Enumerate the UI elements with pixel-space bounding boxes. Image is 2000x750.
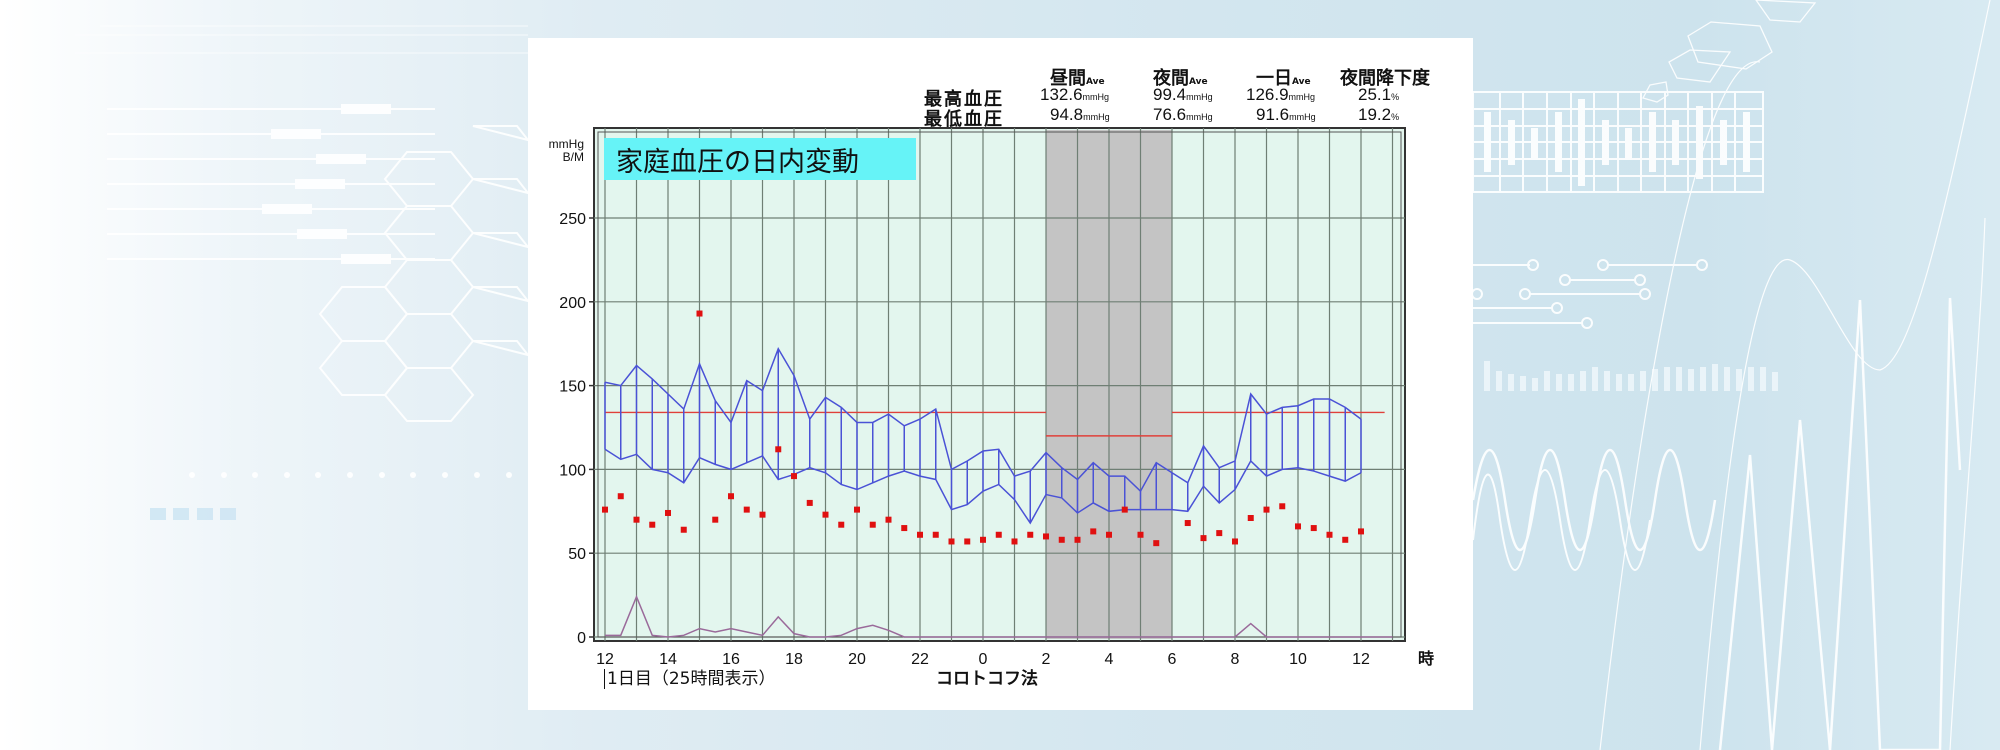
pulse-point [743,506,750,513]
pulse-point [995,531,1002,538]
diastolic-night-dip: 19.2% [1358,105,1400,124]
diastolic-night-avg: 76.6mmHg [1153,105,1213,124]
row-label-systolic: 最高血圧 [924,89,1004,110]
pulse-point [1027,531,1034,538]
pulse-point [1200,535,1207,542]
pulse-point [1137,531,1144,538]
header-fullday: 一日Ave [1256,68,1311,89]
x-tick-label: 12 [1352,651,1370,668]
pulse-point [1153,540,1160,547]
x-tick-label: 4 [1105,651,1114,668]
pulse-point [964,538,971,545]
method-label: コロトコフ法 [936,669,1038,689]
pulse-points [602,310,1364,547]
pulse-point [602,506,608,513]
x-tick-label: 0 [979,651,988,668]
pulse-point [980,536,986,543]
pulse-point [1106,531,1112,538]
systolic-fullday-avg: 126.9mmHg [1246,85,1316,104]
pulse-point [885,516,892,523]
pulse-point [1090,528,1097,535]
pulse-point [775,446,782,453]
pulse-point [680,526,687,533]
day-label: 1日目（25時間表示） [604,664,775,689]
x-tick-label: 16 [722,651,740,668]
x-tick-label: 22 [911,651,929,668]
x-tick-label: 14 [659,651,677,668]
pulse-point [901,525,908,532]
pulse-point [1043,533,1049,540]
y-tick-label: 0 [577,630,586,647]
pulse-point [696,310,703,317]
pulse-point [1358,528,1364,535]
pulse-point [1184,520,1191,527]
x-tick-label: 10 [1289,651,1307,668]
x-tick-label: 2 [1042,651,1051,668]
pulse-point [1263,506,1270,513]
bp-band [604,346,1362,525]
x-tick-label: 18 [785,651,803,668]
systolic-night-dip: 25.1% [1358,85,1400,104]
pulse-point [1295,523,1301,530]
pulse-point [932,531,939,538]
pulse-point [759,511,766,518]
pulse-point [838,521,845,528]
row-label-diastolic: 最低血圧 [924,109,1004,130]
pulse-point [806,499,813,506]
pulse-point [1121,506,1128,513]
pulse-point [1011,538,1018,545]
pulse-point [917,531,923,538]
pulse-point [822,511,829,518]
pulse-point [617,493,624,500]
pulse-point [1074,536,1081,543]
x-unit-label: 時 [1418,649,1434,668]
pulse-point [1279,503,1286,510]
header-night-dip: 夜間降下度 [1340,68,1430,89]
pulse-point [665,509,671,516]
pulse-point [649,521,656,528]
plot-area [593,127,1406,642]
pulse-point [712,516,719,523]
diastolic-day-avg: 94.8mmHg [1050,105,1110,124]
pulse-point [1216,530,1223,537]
pulse-point [869,521,876,528]
bottom-series-line [605,594,1393,638]
pulse-point [948,538,955,545]
pulse-point [1247,515,1254,522]
y-tick-label: 250 [559,211,586,228]
chart-panel: 昼間Ave 夜間Ave 一日Ave 夜間降下度 最高血圧 132.6mmHg 9… [528,38,1473,710]
y-unit-label: mmHg [549,137,584,151]
pulse-point [1326,531,1333,538]
pulse-point [633,516,640,523]
y-unit-label: B/M [563,150,584,164]
header-daytime: 昼間Ave [1050,68,1105,89]
pulse-point [1058,536,1065,543]
y-tick-label: 150 [559,379,586,396]
systolic-day-avg: 132.6mmHg [1040,85,1110,104]
hexagon-decor-icon [318,125,531,422]
pulse-point [1232,538,1238,545]
pulse-point [1310,525,1317,532]
y-tick-label: 100 [559,462,586,479]
header-nighttime: 夜間Ave [1153,68,1208,89]
diastolic-fullday-avg: 91.6mmHg [1256,105,1316,124]
y-tick-label: 50 [568,546,586,563]
systolic-night-avg: 99.4mmHg [1153,85,1213,104]
x-tick-label: 8 [1231,651,1240,668]
y-tick-label: 200 [559,295,586,312]
pulse-point [1342,536,1349,543]
right-candle-decor-icon [1472,91,1764,193]
chart-title-box [604,138,916,180]
x-tick-label: 6 [1168,651,1177,668]
pulse-point [791,473,797,480]
pulse-point [728,493,734,500]
left-line-decor-icon [107,104,435,264]
chart-title: 家庭血圧の日内変動 [616,147,859,178]
pulse-point [854,506,860,513]
grid-lines [594,128,1405,641]
x-tick-label: 12 [596,651,614,668]
x-tick-label: 20 [848,651,866,668]
